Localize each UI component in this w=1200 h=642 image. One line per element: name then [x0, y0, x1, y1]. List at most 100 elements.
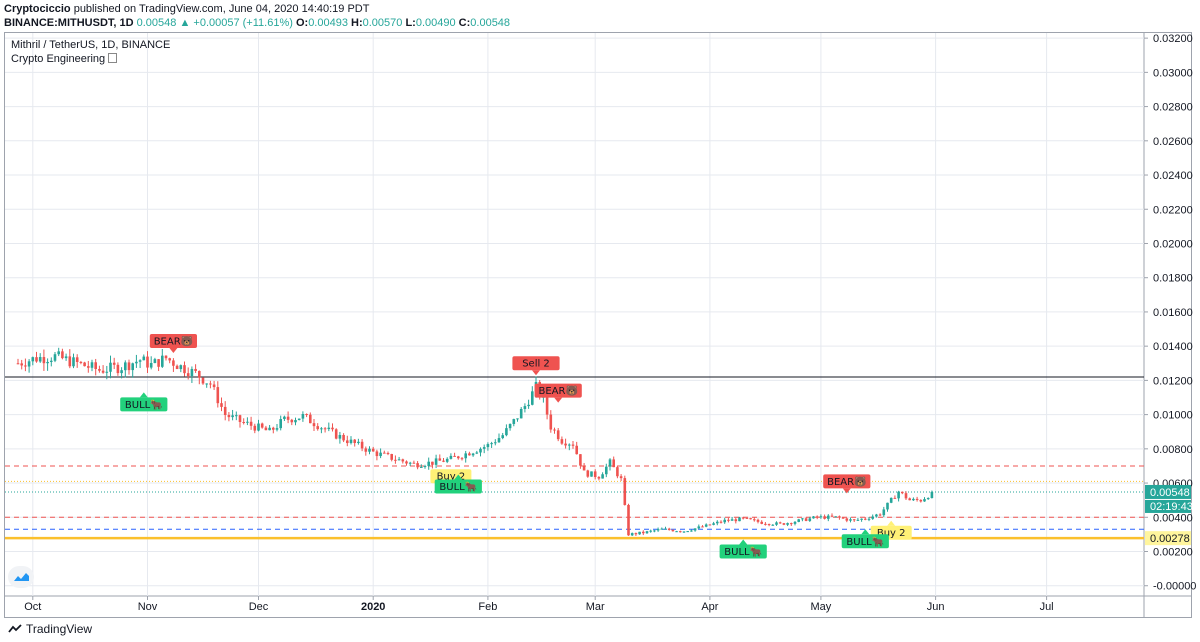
- candle-body: [523, 406, 527, 409]
- signal-text: BEAR🐻: [538, 384, 578, 397]
- candle-body: [923, 499, 926, 502]
- indicator-name: Crypto Engineering: [11, 53, 106, 65]
- author-name[interactable]: Cryptociccio: [4, 3, 71, 15]
- signal-pointer: [887, 520, 896, 526]
- candle-body: [323, 428, 327, 430]
- candle-body: [601, 474, 604, 479]
- candle-body: [926, 497, 930, 500]
- candle-body: [442, 460, 445, 462]
- candle-body: [331, 427, 334, 430]
- candle-body: [338, 434, 342, 439]
- signal-text: Buy 2: [437, 472, 466, 483]
- candle-body: [375, 451, 379, 457]
- candle-body: [897, 491, 900, 499]
- candle-body: [164, 355, 168, 359]
- signal-badge: [841, 534, 889, 549]
- candle-body: [112, 362, 116, 365]
- y-tick-label: 0.02800: [1153, 102, 1193, 114]
- candles: [16, 347, 934, 537]
- candle-body: [749, 518, 752, 520]
- candle-body: [272, 427, 275, 430]
- candle-body: [353, 439, 356, 444]
- candle-body: [24, 365, 27, 367]
- candle-body: [334, 429, 338, 439]
- tradingview-badge-icon[interactable]: [8, 566, 34, 588]
- candle-body: [753, 519, 756, 521]
- signal-label-bear: BEAR🐻: [534, 383, 582, 403]
- candle-body: [286, 416, 290, 420]
- footer-brand[interactable]: TradingView: [26, 622, 93, 636]
- candle-body: [568, 444, 571, 446]
- candle-body: [778, 522, 782, 524]
- candle-body: [505, 428, 508, 436]
- candle-body: [823, 516, 826, 519]
- candle-body: [645, 531, 649, 534]
- candle-body: [912, 498, 915, 501]
- publish-text: published on TradingView.com, June 04, 2…: [70, 3, 370, 15]
- signal-text: BULL🐂: [125, 399, 163, 411]
- candle-body: [656, 529, 660, 531]
- candle-body: [786, 523, 789, 525]
- candle-body: [660, 528, 664, 530]
- countdown-tag: 02:19:43: [1150, 501, 1193, 513]
- candle-body: [460, 458, 464, 460]
- open-value: 0.00493: [308, 17, 348, 29]
- candle-body: [804, 518, 808, 521]
- candle-body: [431, 461, 434, 465]
- candle-body: [775, 522, 778, 525]
- candle-body: [201, 377, 205, 384]
- candle-body: [408, 462, 412, 464]
- candle-body: [590, 471, 593, 477]
- candle-body: [157, 359, 160, 367]
- candle-body: [312, 423, 316, 427]
- signal-pointer: [861, 529, 870, 535]
- candle-body: [264, 427, 268, 431]
- candle-body: [878, 514, 882, 516]
- signal-text: BEAR🐻: [154, 335, 194, 348]
- indicator-settings-icon[interactable]: [108, 53, 118, 63]
- candle-body: [405, 461, 408, 464]
- y-tick-label: 0.03200: [1153, 33, 1193, 45]
- y-tick-label: 0.02400: [1153, 170, 1193, 182]
- candle-body: [527, 404, 530, 407]
- candle-body: [220, 403, 223, 407]
- level-price-tag-bg: [1145, 531, 1191, 546]
- candle-body: [68, 356, 72, 367]
- candle-body: [671, 529, 675, 532]
- candle-body: [309, 414, 312, 424]
- signal-pointer: [554, 397, 563, 403]
- candle-body: [482, 447, 486, 449]
- y-tick-label: 0.01400: [1153, 341, 1193, 353]
- candle-body: [679, 531, 682, 533]
- candle-body: [697, 526, 701, 529]
- y-tick-label: 0.02600: [1153, 136, 1193, 148]
- signal-text: Buy 2: [877, 528, 906, 539]
- countdown-tag-bg: [1145, 499, 1191, 513]
- candle-body: [930, 491, 934, 498]
- candle-body: [72, 357, 75, 367]
- candle-body: [124, 362, 127, 371]
- signal-badge: [149, 334, 197, 349]
- footer: TradingView: [8, 622, 92, 636]
- candle-body: [682, 531, 686, 533]
- candle-body: [327, 427, 331, 430]
- candle-body: [297, 418, 301, 421]
- candle-body: [904, 493, 908, 499]
- candle-body: [771, 524, 775, 526]
- candle-body: [253, 425, 257, 431]
- candle-body: [623, 478, 627, 505]
- candle-body: [75, 357, 79, 362]
- candle-body: [27, 361, 31, 367]
- candle-body: [756, 519, 760, 522]
- candle-body: [212, 384, 216, 388]
- candle-body: [420, 466, 423, 468]
- candle-body: [860, 518, 863, 520]
- candle-body: [812, 516, 815, 519]
- candle-body: [782, 523, 786, 525]
- signal-label-bear: BEAR🐻: [149, 334, 197, 354]
- candle-body: [364, 448, 368, 452]
- x-tick-label: Feb: [478, 601, 497, 613]
- candle-body: [305, 414, 308, 416]
- candle-body: [564, 443, 567, 446]
